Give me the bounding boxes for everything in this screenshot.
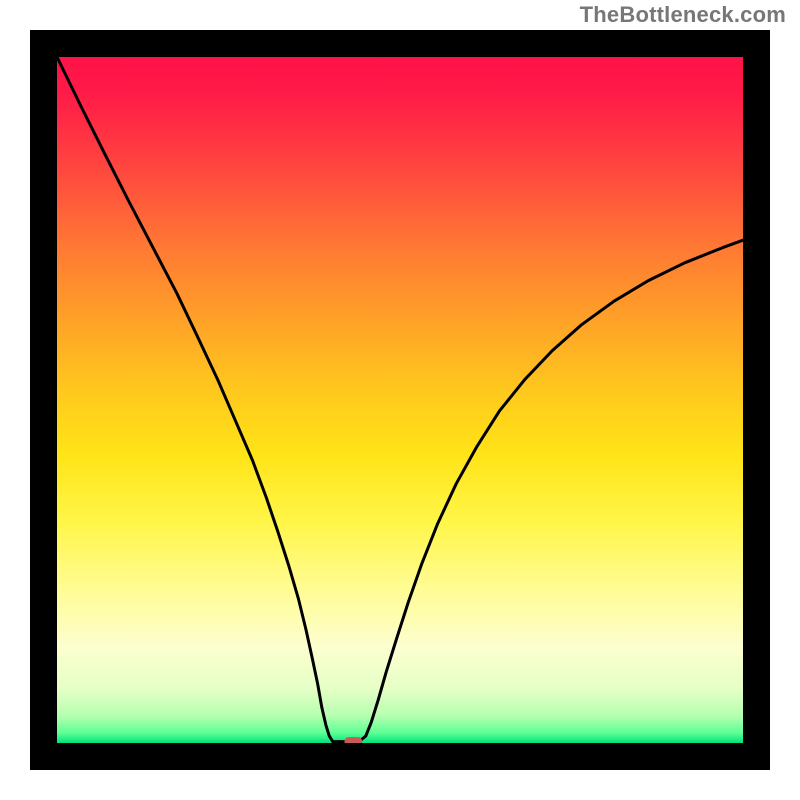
chart-background — [57, 57, 743, 743]
attribution-text: TheBottleneck.com — [580, 2, 786, 28]
chart-svg — [0, 0, 800, 800]
